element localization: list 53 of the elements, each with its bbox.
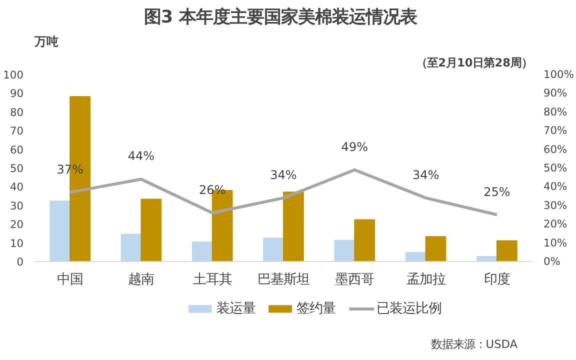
legend-label: 签约量 [296, 301, 336, 316]
bar [263, 238, 284, 262]
chart-subtitle: （至2月10日第28周） [416, 56, 533, 70]
y-tick-label: 40 [10, 180, 24, 194]
y2-tick-label: 90% [544, 86, 568, 100]
chart-title: 图3 本年度主要国家美棉装运情况表 [144, 6, 418, 28]
y-tick-label: 70 [10, 124, 24, 138]
data-label: 26% [199, 182, 226, 197]
y2-tick-label: 10% [544, 236, 568, 250]
y-axis-title: 万吨 [34, 34, 58, 48]
bar [425, 236, 446, 262]
x-tick-label: 土耳其 [192, 272, 232, 288]
bar [140, 198, 162, 262]
y2-tick-label: 70% [544, 124, 568, 138]
bar [283, 192, 304, 262]
y2-tick-label: 20% [544, 218, 568, 231]
data-label: 34% [412, 168, 440, 182]
legend-label: 装运量 [216, 301, 256, 316]
y2-tick-label: 60% [544, 142, 568, 156]
y-tick-label: 0 [16, 256, 24, 268]
bar [334, 240, 356, 262]
y-tick-label: 100 [3, 68, 24, 82]
x-tick-label: 越南 [128, 272, 154, 288]
y2-tick-label: 0% [544, 255, 560, 268]
source-note: 数据来源：USDA [430, 337, 518, 352]
bar [192, 242, 213, 262]
y2-tick-label: 100% [544, 68, 574, 81]
y-tick-label: 90 [10, 87, 24, 100]
data-label: 44% [128, 149, 155, 164]
data-label: 25% [484, 184, 510, 199]
bar [405, 252, 426, 262]
y-tick-label: 30 [10, 199, 24, 212]
y-tick-label: 50 [10, 162, 24, 175]
bar [354, 219, 376, 262]
y-tick-label: 60 [10, 143, 24, 156]
y2-tick-label: 80% [544, 105, 568, 118]
x-tick-label: 中国 [57, 272, 84, 288]
data-label: 49% [341, 140, 368, 154]
x-tick-label: 印度 [484, 272, 510, 288]
y2-tick-label: 30% [544, 198, 568, 212]
bar [50, 200, 71, 262]
y-tick-label: 20 [10, 218, 24, 232]
legend-label: 已装运比例 [376, 301, 442, 316]
x-tick-label: 巴基斯坦 [258, 272, 310, 288]
y2-tick-label: 50% [544, 162, 568, 174]
bar [120, 234, 142, 262]
x-tick-label: 墨西哥 [335, 272, 374, 288]
y2-tick-label: 40% [544, 180, 568, 194]
data-label: 34% [270, 168, 297, 182]
x-tick-label: 孟加拉 [406, 272, 446, 288]
y-tick-label: 80 [10, 106, 24, 119]
bar [496, 240, 518, 262]
y-tick-label: 10 [10, 236, 24, 250]
